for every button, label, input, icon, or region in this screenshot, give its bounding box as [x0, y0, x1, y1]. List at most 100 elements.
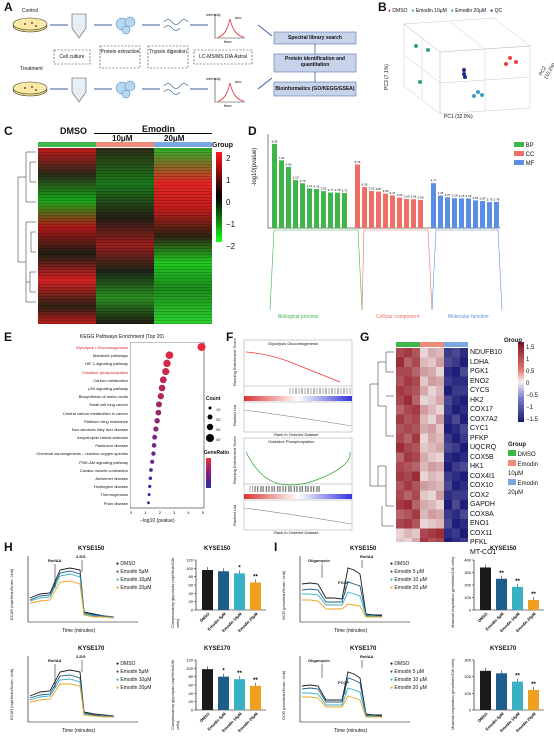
- panel-label-h: H: [4, 540, 13, 554]
- go-bar-value: 3.47: [390, 191, 396, 195]
- gene-cell: [428, 414, 436, 424]
- kegg-dot: [154, 418, 160, 424]
- heat-group-label: Group: [212, 142, 233, 149]
- panel-d-go-bar: -log10(pvalue) 8.95 7.20 6.50 5.10 4.76 4.21 4…: [252, 126, 552, 332]
- go-bar: [494, 201, 499, 228]
- panel-b-pca: ● DMSO ● Emodin 10μM ● Emodin 20μM ● QC …: [382, 4, 554, 122]
- kegg-title: KEGG Pathways Enrichment (Top 20): [80, 334, 164, 340]
- ocr-top-inj2: FCCP: [338, 580, 349, 585]
- panel-a-workflow: Control Treatment: [10, 6, 360, 118]
- gene-cell: [452, 443, 460, 453]
- panel-label-d: D: [248, 124, 257, 138]
- gene-cell: [404, 481, 412, 491]
- ocr-top-plot: [299, 556, 410, 623]
- gene-cell: [436, 471, 444, 481]
- gene-cell: [396, 519, 404, 529]
- ocr-top-xlabel: Time (minutes): [334, 628, 368, 634]
- go-bar: [328, 192, 333, 228]
- gene-cell: [436, 433, 444, 443]
- ecar-top-inj1: Rot/AA: [48, 558, 62, 563]
- gene-cell: [452, 367, 460, 377]
- ecar-top-inj2: 2-DG: [76, 554, 86, 559]
- bar: [496, 578, 507, 610]
- ecar-top-legend: ● DMSO ● Emodin 5μM ● Emodin 10μM ● Emod…: [116, 561, 152, 591]
- gene-cell: [404, 509, 412, 519]
- auc-top: auc: [235, 15, 242, 20]
- gene-cell: [452, 509, 460, 519]
- gene-cell: [436, 395, 444, 405]
- gene-label: GAPDH: [470, 501, 495, 508]
- ocr-bottom-inj1: Oligomycin: [308, 658, 330, 663]
- go-bar-value: 3.15: [466, 194, 472, 198]
- kegg-dot: [152, 434, 158, 440]
- gene-cell: [404, 357, 412, 367]
- treatment-label: Treatment: [20, 66, 43, 72]
- gsea-top-title: Glycolysis Gluconeogenesis: [268, 341, 319, 346]
- bar: [512, 681, 523, 710]
- gene-cell: [460, 414, 468, 424]
- gene-cell: [436, 424, 444, 434]
- bar-signif: **: [237, 671, 242, 677]
- gene-cell: [460, 386, 468, 396]
- gene-cell: [428, 519, 436, 529]
- bar-ytick: 0: [191, 708, 194, 713]
- go-bar: [431, 183, 436, 228]
- ecar-top-cell: KYSE150: [78, 546, 105, 552]
- result-spectral-search: Spectral library search: [288, 35, 342, 41]
- kegg-dotplot: [130, 342, 206, 509]
- gene-cell: [428, 471, 436, 481]
- gene-cell: [428, 528, 436, 538]
- go-bar-value: 2.99: [418, 195, 424, 199]
- kegg-pathway-label: Amyotrophic lateral sclerosis: [77, 435, 128, 441]
- go-bar-value: 5.10: [293, 176, 299, 180]
- bar-ytick: 40: [189, 691, 194, 696]
- bar: [528, 600, 539, 610]
- gene-cell: [420, 452, 428, 462]
- ocr-bar-bottom-ylabel: Maximal respiration (pmol/min/10k cells): [450, 658, 455, 730]
- gene-cell: [436, 538, 444, 542]
- gene-cell: [460, 443, 468, 453]
- go-bar-chart: 8.95 7.206.50 5.104.764.21 4.153.92 3.77 3.76…: [267, 134, 503, 311]
- gene-cell: [420, 462, 428, 472]
- gene-cell: [396, 405, 404, 415]
- go-bar: [307, 188, 312, 228]
- kegg-pathway-label: Oxidative phosphorylation: [81, 369, 128, 375]
- gene-cell: [428, 376, 436, 386]
- heat-10-label: 10μM: [112, 134, 133, 143]
- gene-legend: DMSO Emodin 10μM Emodin 20μM: [508, 450, 552, 498]
- kegg-dot: [151, 443, 157, 448]
- gene-label: COX17: [470, 406, 493, 413]
- gene-cell: [412, 528, 420, 538]
- go-bar-value: 3.27: [445, 193, 451, 197]
- gene-cell: [404, 414, 412, 424]
- result-bioinformatics: Bioinformatics (GO/KEGG/GSEA): [275, 86, 355, 92]
- gene-cell: [444, 414, 452, 424]
- gene-cell: [404, 528, 412, 538]
- go-bar-value: 4.15: [314, 184, 320, 188]
- bar: [496, 673, 507, 710]
- go-bar-value: 2.87: [480, 197, 486, 201]
- ocr-top-cell: KYSE150: [350, 546, 377, 552]
- gene-cell: [452, 414, 460, 424]
- panel-label-a: A: [4, 0, 13, 14]
- gene-label: UQCRQ: [470, 444, 497, 451]
- go-bar: [480, 201, 485, 228]
- pca-points: [414, 44, 518, 98]
- gene-cell: [428, 395, 436, 405]
- go-bar-value: 2.94: [473, 196, 479, 200]
- go-bar: [293, 180, 298, 228]
- bar-ytick: 100: [464, 691, 471, 696]
- bar-ytick: 20: [189, 599, 194, 604]
- gene-cell: [412, 490, 420, 500]
- gene-cell: [460, 509, 468, 519]
- gene-cell: [404, 519, 412, 529]
- gene-labels: NDUFB10 LDHA PGK1 ENO2 CYCS HK2 COX17 COX7A2 CYC…: [470, 348, 502, 557]
- bar-ytick: 0: [469, 608, 472, 613]
- kegg-pathway-label: Huntington disease: [93, 484, 128, 490]
- gene-cell: [396, 500, 404, 510]
- gene-cell: [444, 509, 452, 519]
- bar-signif: **: [499, 571, 504, 577]
- bar-signif: *: [222, 669, 225, 675]
- gene-cell: [420, 509, 428, 519]
- panel-h-ecar: KYSE150 ECAR (mpH/min/Norm. Unit) Rot/AA…: [8, 544, 274, 748]
